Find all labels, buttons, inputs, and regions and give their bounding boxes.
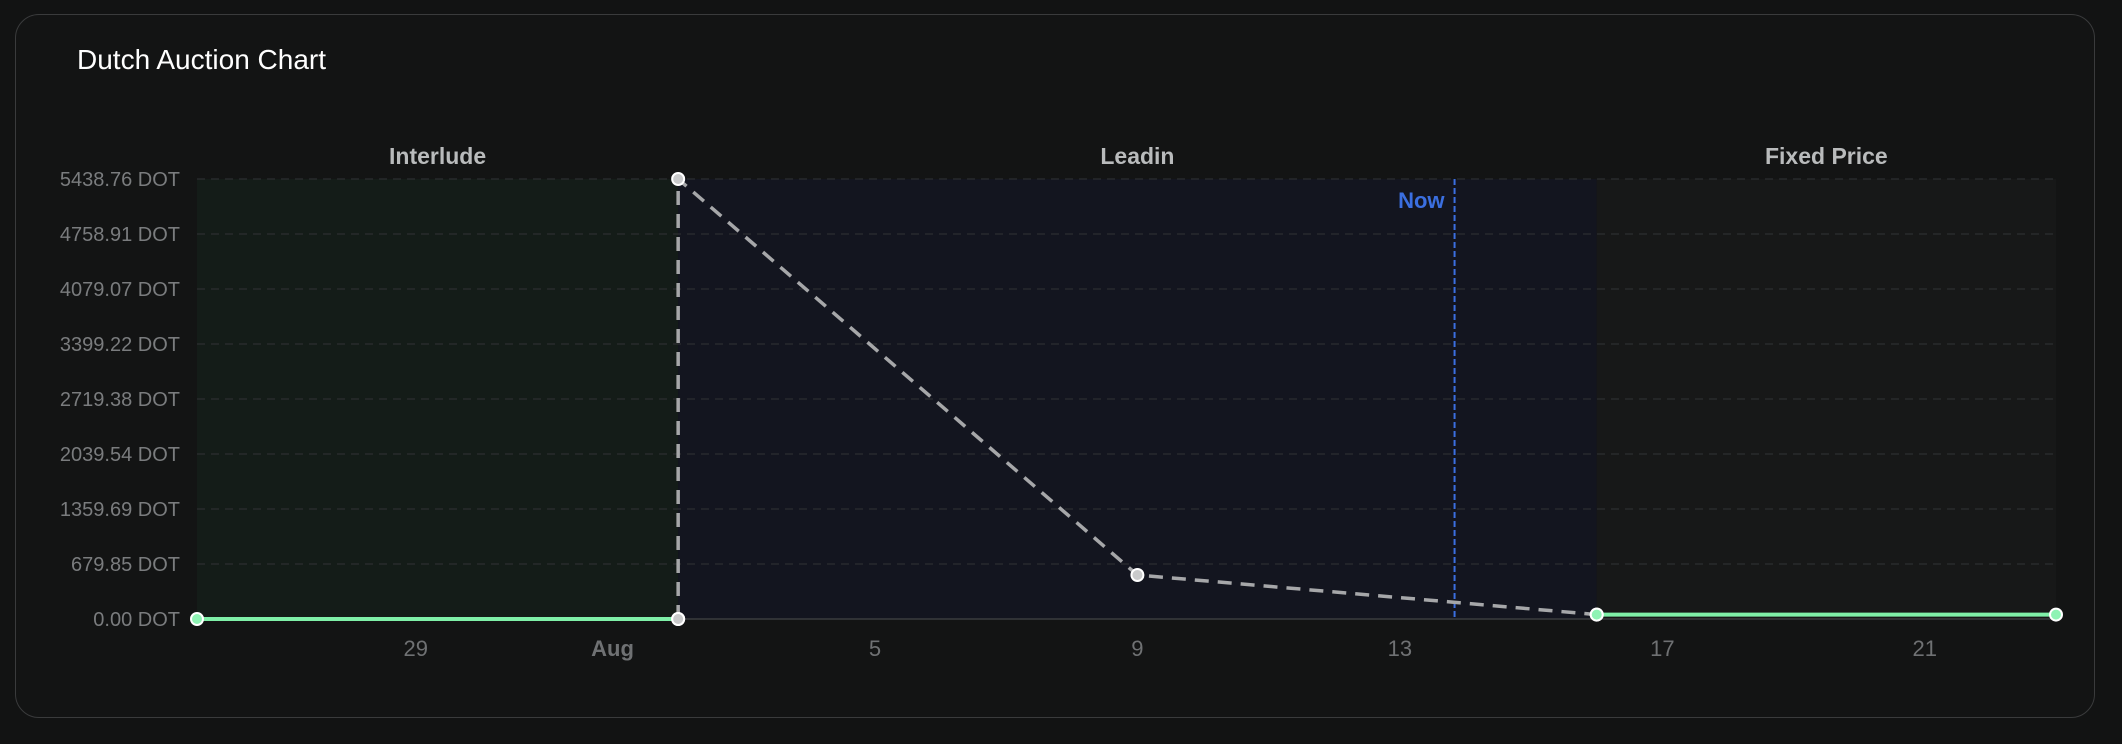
y-tick-label: 2039.54 DOT — [60, 444, 180, 466]
y-tick-label: 679.85 DOT — [71, 554, 180, 576]
x-tick-label: 9 — [1131, 636, 1143, 661]
x-tick-label: 13 — [1388, 636, 1412, 661]
phase-label-fixed-price: Fixed Price — [1765, 143, 1888, 169]
price-series-line-2 — [676, 177, 1597, 619]
y-tick-label: 0.00 DOT — [93, 609, 180, 631]
phase-label-leadin: Leadin — [1100, 143, 1174, 169]
data-point — [190, 612, 204, 626]
x-tick-label: 17 — [1650, 636, 1674, 661]
y-tick-label: 4758.91 DOT — [60, 224, 180, 246]
chart-title: Dutch Auction Chart — [77, 44, 327, 75]
data-point — [671, 612, 686, 626]
data-point — [1130, 567, 1145, 582]
phase-label-interlude: Interlude — [389, 143, 486, 169]
y-tick-label: 2719.38 DOT — [60, 389, 180, 411]
now-marker-label: Now — [1398, 188, 1445, 213]
y-tick-label: 1359.69 DOT — [60, 499, 180, 521]
x-tick-label: 29 — [403, 636, 427, 661]
x-tick-label: 21 — [1913, 636, 1937, 661]
y-tick-label: 4079.07 DOT — [60, 279, 180, 301]
y-tick-label: 5438.76 DOT — [60, 169, 180, 191]
x-tick-label: 5 — [869, 636, 881, 661]
data-point — [1589, 607, 1604, 622]
data-point — [2049, 607, 2063, 622]
y-tick-label: 3399.22 DOT — [60, 334, 180, 356]
x-tick-label: Aug — [591, 636, 634, 661]
data-point — [671, 172, 686, 186]
